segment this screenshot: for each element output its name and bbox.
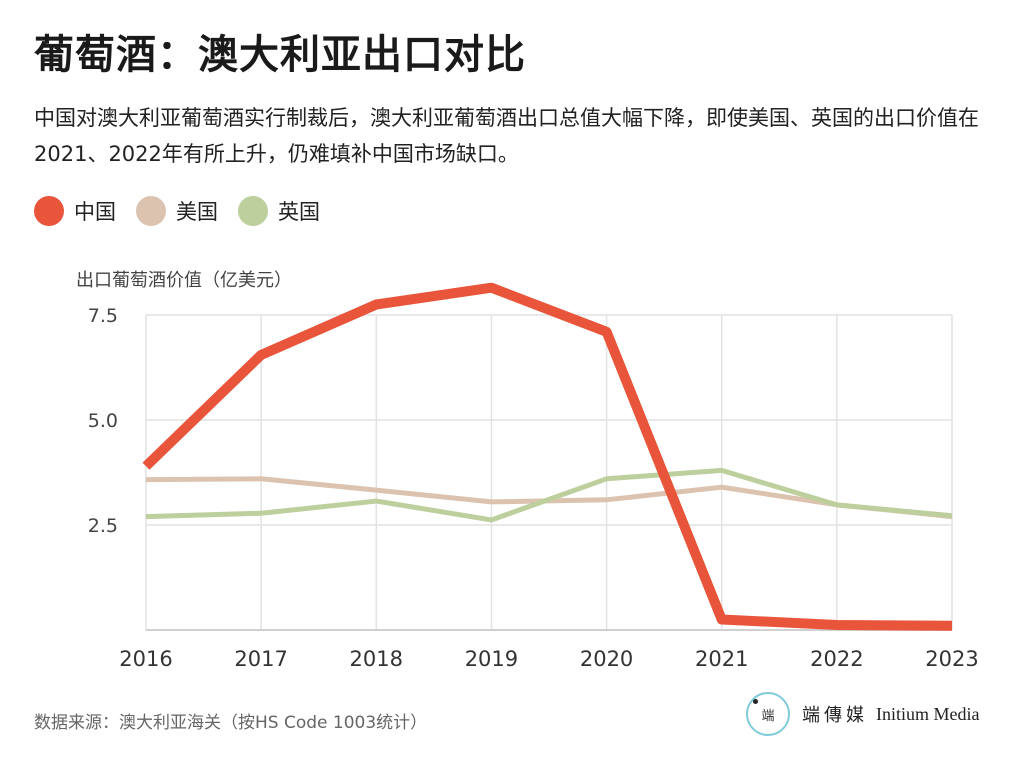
series-layer bbox=[142, 282, 953, 631]
legend-swatch-uk bbox=[238, 196, 268, 226]
chart-subtitle: 中国对澳大利亚葡萄酒实行制裁后，澳大利亚葡萄酒出口总值大幅下降，即使美国、英国的… bbox=[34, 106, 979, 166]
legend-item-china: 中国 bbox=[34, 196, 116, 226]
y-axis-label: 出口葡萄酒价值（亿美元） bbox=[76, 270, 292, 291]
x-tick-label: 2016 bbox=[119, 647, 172, 671]
legend-swatch-usa bbox=[136, 196, 166, 226]
x-tick-label: 2019 bbox=[465, 647, 518, 671]
data-source: 数据来源：澳大利亚海关（按HS Code 1003统计） bbox=[34, 713, 428, 733]
legend-swatch-china bbox=[34, 196, 64, 226]
x-tick-label: 2022 bbox=[810, 647, 863, 671]
brand-logo-icon: 端 bbox=[746, 692, 790, 736]
x-tick-label: 2020 bbox=[580, 647, 633, 671]
series-line-china bbox=[142, 282, 953, 631]
x-tick-label: 2021 bbox=[695, 647, 748, 671]
legend-label-uk: 英国 bbox=[278, 200, 320, 224]
brand-name-en: Initium Media bbox=[876, 703, 980, 724]
legend-item-uk: 英国 bbox=[238, 196, 320, 226]
legend-label-usa: 美国 bbox=[176, 200, 218, 224]
y-tick-label: 7.5 bbox=[88, 305, 118, 327]
x-tick-label: 2017 bbox=[234, 647, 287, 671]
legend-item-usa: 美国 bbox=[136, 196, 218, 226]
brand[interactable]: 端 端傳媒 Initium Media bbox=[746, 692, 979, 736]
label-layer: 2.5 5.0 7.5 2016 2017 2018 2019 2020 2021 2022 202… bbox=[88, 305, 979, 671]
legend-label-china: 中国 bbox=[74, 200, 116, 224]
series-line-uk bbox=[145, 467, 953, 523]
chart-title: 葡萄酒：澳大利亚出口对比 bbox=[34, 32, 526, 78]
grid-layer bbox=[145, 314, 953, 631]
y-tick-label: 5.0 bbox=[88, 410, 118, 432]
brand-name-cn: 端傳媒 bbox=[802, 705, 868, 726]
y-tick-label: 2.5 bbox=[88, 515, 118, 537]
legend: 中国 美国 英国 bbox=[34, 196, 340, 226]
x-tick-label: 2018 bbox=[350, 647, 403, 671]
x-tick-label: 2023 bbox=[925, 647, 978, 671]
